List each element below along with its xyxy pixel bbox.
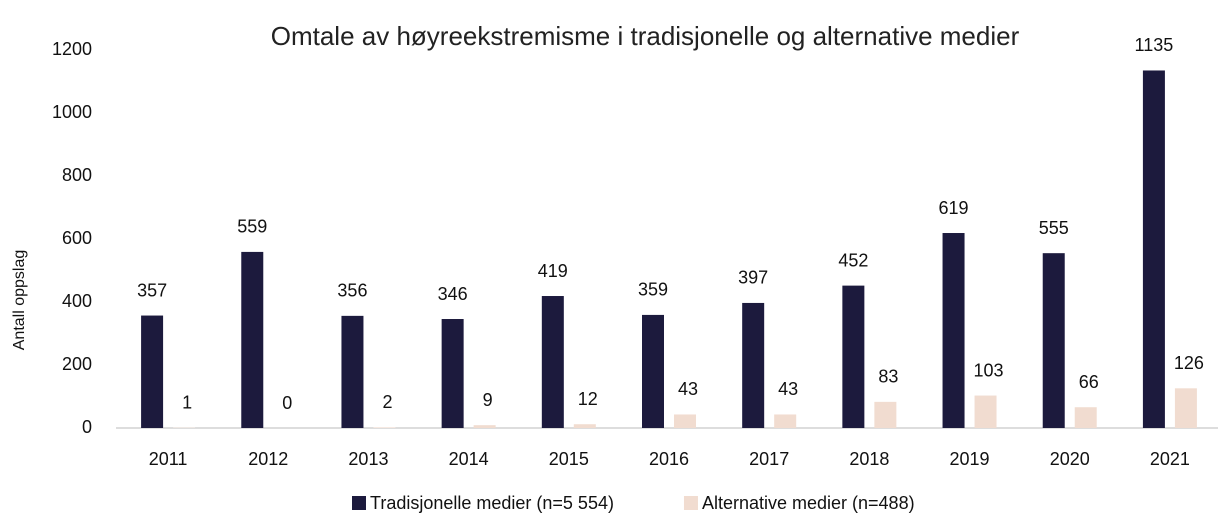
bar (441, 319, 464, 428)
bar (1174, 388, 1197, 428)
value-label: 1135 (1135, 35, 1174, 55)
value-label: 2 (382, 392, 392, 412)
x-tick-label: 2012 (248, 449, 288, 469)
x-tick-label: 2014 (449, 449, 489, 469)
legend-swatch (683, 496, 698, 510)
x-tick-label: 2021 (1150, 449, 1190, 469)
value-label: 555 (1039, 218, 1069, 238)
y-tick-label: 800 (62, 165, 92, 185)
bar (473, 425, 496, 428)
y-tick-label: 200 (62, 354, 92, 374)
bar (642, 314, 664, 428)
value-label: 356 (337, 281, 367, 301)
value-label: 66 (1079, 372, 1099, 392)
y-tick-label: 1200 (52, 39, 92, 59)
value-label: 126 (1174, 353, 1204, 373)
bar (942, 233, 965, 428)
legend-label: Alternative medier (n=488) (702, 493, 915, 513)
x-tick-label: 2013 (348, 449, 388, 469)
bar (373, 427, 396, 428)
chart-title: Omtale av høyreekstremisme i tradisjonel… (271, 21, 1020, 51)
value-label: 359 (638, 280, 668, 300)
y-tick-label: 600 (62, 228, 92, 248)
x-tick-label: 2011 (149, 449, 188, 469)
y-tick-label: 1000 (52, 102, 92, 122)
bar (141, 315, 164, 428)
x-tick-label: 2016 (649, 449, 689, 469)
bar (974, 395, 997, 428)
value-label: 619 (939, 198, 969, 218)
bar (674, 414, 696, 428)
bar (842, 285, 865, 428)
x-tick-label: 2015 (549, 449, 589, 469)
bar (1142, 70, 1165, 428)
y-tick-label: 0 (82, 417, 92, 437)
bar (1074, 407, 1097, 428)
x-tick-label: 2020 (1050, 449, 1090, 469)
value-label: 397 (738, 268, 768, 288)
y-axis-label: Antall oppslag (11, 250, 28, 351)
bar (241, 251, 264, 428)
value-label: 0 (282, 393, 292, 413)
bar (1042, 253, 1065, 428)
x-tick-label: 2019 (950, 449, 990, 469)
bar (573, 424, 596, 428)
x-tick-label: 2017 (749, 449, 789, 469)
bar (541, 296, 564, 428)
bar (742, 302, 765, 428)
value-label: 43 (678, 379, 698, 399)
x-tick-label: 2018 (849, 449, 889, 469)
value-label: 1 (182, 392, 192, 412)
value-label: 559 (237, 217, 267, 237)
value-label: 9 (483, 390, 493, 410)
bar (874, 401, 897, 428)
bar (341, 315, 364, 428)
value-label: 419 (538, 261, 568, 281)
value-label: 83 (878, 367, 898, 387)
value-label: 346 (438, 284, 468, 304)
bar (774, 414, 797, 428)
value-label: 357 (137, 280, 167, 300)
value-label: 12 (578, 389, 598, 409)
legend-label: Tradisjonelle medier (n=5 554) (370, 493, 614, 513)
legend-swatch (352, 496, 366, 510)
value-label: 43 (778, 379, 798, 399)
value-label: 103 (974, 360, 1004, 380)
value-label: 452 (838, 250, 868, 270)
y-tick-label: 400 (62, 291, 92, 311)
